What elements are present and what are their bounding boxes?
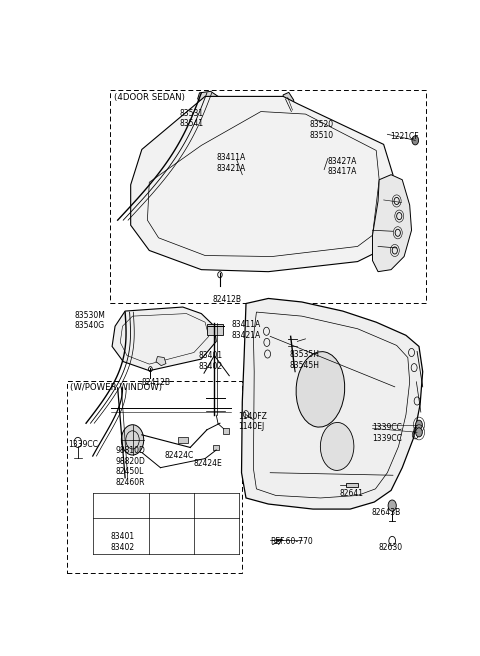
Text: 83520
83510: 83520 83510	[309, 120, 334, 140]
Text: 83401
83402: 83401 83402	[198, 352, 223, 371]
Text: 82630: 82630	[378, 543, 402, 552]
Text: 82643B: 82643B	[372, 508, 401, 517]
Text: 83411A
83421A: 83411A 83421A	[231, 320, 260, 340]
Polygon shape	[282, 92, 294, 117]
Text: 82641: 82641	[340, 489, 364, 498]
Circle shape	[416, 420, 422, 429]
Text: 82424C: 82424C	[165, 451, 194, 461]
Text: 83401
83402: 83401 83402	[110, 532, 134, 552]
Text: 83530M
83540G: 83530M 83540G	[75, 311, 106, 331]
Text: 82412B: 82412B	[141, 378, 170, 387]
Text: 98810D
98820D
82450L
82460R: 98810D 98820D 82450L 82460R	[115, 447, 145, 487]
Bar	[178, 438, 188, 443]
Polygon shape	[156, 357, 166, 365]
Polygon shape	[241, 298, 423, 509]
Bar	[67, 380, 241, 573]
Text: 1339CC: 1339CC	[68, 440, 98, 449]
Text: 1221CF: 1221CF	[390, 132, 419, 141]
Text: (W/POWER WINDOW): (W/POWER WINDOW)	[70, 383, 162, 392]
Polygon shape	[372, 174, 411, 272]
Ellipse shape	[296, 352, 345, 427]
Polygon shape	[198, 91, 218, 103]
Polygon shape	[131, 96, 393, 272]
Bar	[110, 90, 426, 304]
Bar	[213, 445, 219, 450]
Text: 83427A
83417A: 83427A 83417A	[328, 157, 357, 176]
Text: 1339CC
1339CC: 1339CC 1339CC	[372, 423, 402, 443]
Bar	[207, 324, 223, 335]
Text: (4DOOR SEDAN): (4DOOR SEDAN)	[114, 93, 185, 102]
Text: 82412B: 82412B	[213, 295, 242, 304]
Text: 83411A
83421A: 83411A 83421A	[216, 154, 245, 173]
Ellipse shape	[320, 422, 354, 470]
Polygon shape	[346, 483, 358, 487]
Text: 82424E: 82424E	[194, 459, 223, 468]
Text: 1140FZ
1140EJ: 1140FZ 1140EJ	[239, 412, 267, 432]
Text: REF.60-770: REF.60-770	[270, 537, 313, 546]
Circle shape	[412, 136, 419, 145]
Circle shape	[416, 428, 422, 437]
Circle shape	[388, 500, 396, 511]
Bar	[223, 428, 229, 434]
Text: 83535H
83545H: 83535H 83545H	[290, 350, 320, 370]
Circle shape	[121, 424, 144, 455]
Text: 83531
83541: 83531 83541	[180, 109, 204, 129]
Polygon shape	[112, 307, 216, 371]
